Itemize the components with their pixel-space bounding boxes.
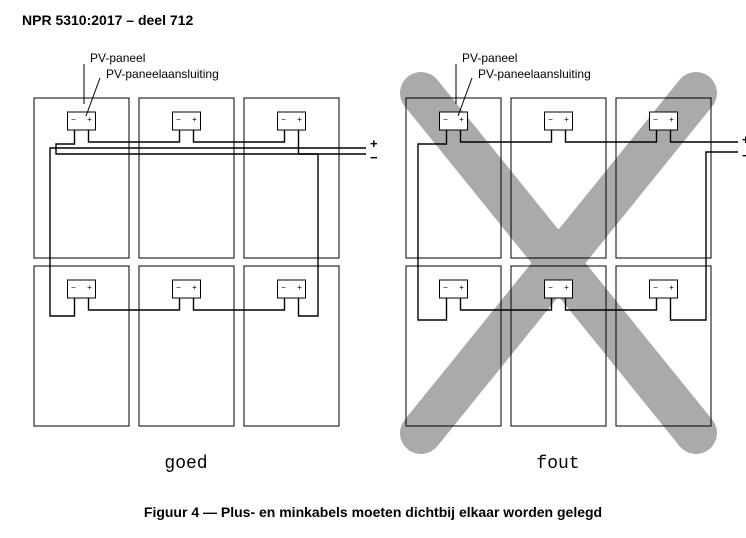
label-pv-panel-left: PV-paneel <box>90 51 145 65</box>
diagram-container: − + PV-paneel PV-paneelaansl <box>0 44 746 489</box>
diagram-bad: PV-paneel PV-paneelaansluiting + − fout <box>406 51 746 474</box>
label-pv-conn-right: PV-paneelaansluiting <box>478 67 591 81</box>
page-header: NPR 5310:2017 – deel 712 <box>22 12 193 28</box>
terminal-plus-left: + <box>370 136 378 151</box>
label-pv-panel-right: PV-paneel <box>462 51 517 65</box>
figure-caption: Figuur 4 — Plus- en minkabels moeten dic… <box>0 504 746 520</box>
sublabel-good: goed <box>164 454 207 474</box>
label-pv-conn-left: PV-paneelaansluiting <box>106 67 219 81</box>
terminal-minus-left: − <box>370 150 378 165</box>
sublabel-bad: fout <box>536 454 579 474</box>
diagram-good: PV-paneel PV-paneelaansluiting + − goed <box>34 51 378 474</box>
terminal-plus-right: + <box>742 132 746 147</box>
bad-cross <box>421 93 696 433</box>
terminal-minus-right: − <box>742 148 746 163</box>
